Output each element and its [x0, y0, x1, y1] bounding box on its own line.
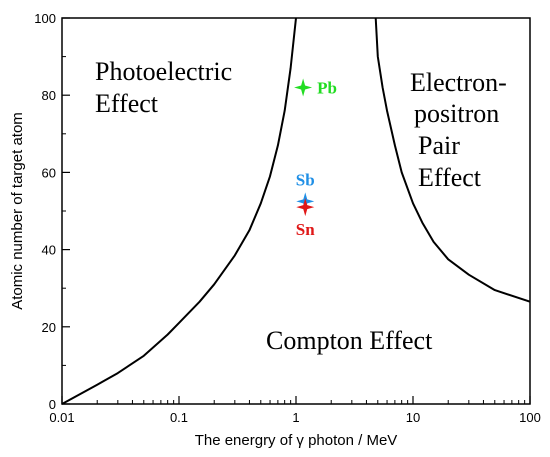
y-tick-label: 40	[42, 243, 56, 258]
pb-label: Pb	[317, 78, 337, 97]
sn-marker	[296, 198, 315, 217]
compton-pair-boundary	[374, 17, 531, 303]
x-ticks: 0.01 0.1 1 10 100	[49, 396, 541, 425]
points: Pb Sb Sn	[294, 78, 337, 239]
curves	[61, 17, 531, 405]
sn-label: Sn	[296, 220, 315, 239]
x-tick-label: 1	[292, 410, 299, 425]
y-ticks: 0 20 40 60 80 100	[34, 11, 70, 412]
x-axis-title: The energry of γ photon / MeV	[195, 432, 398, 449]
pb-marker	[294, 78, 313, 97]
y-tick-label: 80	[42, 88, 56, 103]
region-pair-line1: Electron-	[410, 68, 507, 97]
x-tick-label: 10	[406, 410, 420, 425]
x-tick-label: 100	[519, 410, 541, 425]
y-axis-title: Atomic number of target atom	[9, 112, 26, 310]
region-pair-line4: Effect	[418, 163, 482, 192]
region-photoelectric-line1: Photoelectric	[95, 57, 232, 86]
x-tick-label: 0.1	[170, 410, 188, 425]
region-pair-line3: Pair	[418, 131, 460, 160]
photoelectric-compton-boundary	[61, 17, 297, 405]
y-tick-label: 60	[42, 165, 56, 180]
y-tick-label: 0	[49, 397, 56, 412]
region-pair-line2: positron	[414, 99, 499, 128]
y-tick-label: 20	[42, 320, 56, 335]
x-tick-label: 0.01	[49, 410, 74, 425]
region-compton: Compton Effect	[266, 326, 433, 355]
y-tick-label: 100	[34, 11, 56, 26]
sb-label: Sb	[296, 170, 315, 189]
region-photoelectric-line2: Effect	[95, 89, 159, 118]
